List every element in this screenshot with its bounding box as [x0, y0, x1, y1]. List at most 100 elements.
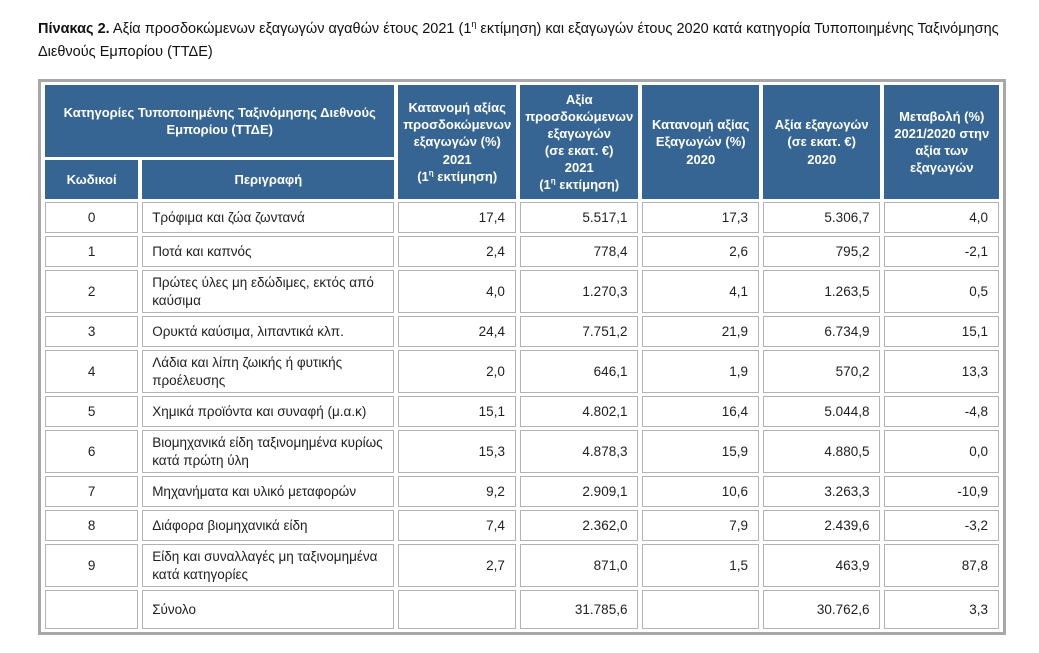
cell-code: 9 — [45, 544, 139, 588]
cell-share-2021 — [398, 590, 516, 630]
table-total-row: Σύνολο 31.785,6 30.762,6 3,3 — [45, 590, 999, 630]
header-categories-line-2: Εμπορίου (ΤΤΔΕ) — [166, 122, 273, 137]
header-value-2021-estimate-line: (1η εκτίμηση) — [524, 176, 635, 193]
cell-value-2021: 2.909,1 — [519, 476, 639, 508]
cell-code: 7 — [45, 476, 139, 508]
header-share-2021-line: Κατανομή αξίας — [408, 100, 506, 116]
header-codes: Κωδικοί — [45, 160, 139, 199]
header-share-2020: Κατανομή αξίας Εξαγωγών (%) 2020 — [642, 85, 759, 199]
cell-description: Μηχανήματα και υλικό μεταφορών — [142, 476, 395, 508]
table-row: 1 Ποτά και καπνός 2,4 778,4 2,6 795,2 -2… — [45, 236, 999, 267]
cell-description: Είδη και συναλλαγές μη ταξινομημένα κατά… — [142, 544, 395, 588]
cell-value-2020: 3.263,3 — [762, 476, 881, 508]
cell-description: Διάφορα βιομηχανικά είδη — [142, 510, 395, 542]
header-change-line: 2021/2020 στην — [894, 125, 990, 141]
header-change: Μεταβολή (%) 2021/2020 στην αξία των εξα… — [884, 85, 999, 199]
cell-value-2020: 6.734,9 — [762, 316, 881, 348]
cell-code: 8 — [45, 510, 139, 542]
cell-value-2021: 2.362,0 — [519, 510, 639, 542]
header-change-line: Μεταβολή (%) — [899, 108, 985, 124]
cell-value-2020: 5.044,8 — [762, 396, 881, 428]
cell-share-2020: 2,6 — [642, 236, 759, 267]
cell-value-2021: 31.785,6 — [519, 590, 639, 630]
header-change-line: αξία των — [915, 143, 969, 158]
cell-change: -2,1 — [884, 236, 999, 267]
cell-change: 4,0 — [884, 202, 999, 233]
cell-code: 1 — [45, 236, 139, 267]
cell-share-2021: 2,7 — [398, 544, 516, 588]
cell-share-2020: 1,5 — [642, 544, 759, 588]
header-value-2021: Αξία προσδοκώμενων εξαγωγών (σε εκατ. €)… — [519, 85, 639, 199]
cell-change: 3,3 — [884, 590, 999, 630]
cell-description: Πρώτες ύλες μη εδώδιμες, εκτός από καύσι… — [142, 270, 395, 314]
cell-value-2020: 570,2 — [762, 350, 881, 394]
header-share-2021: Κατανομή αξίας προσδοκώμενων εξαγωγών (%… — [398, 85, 516, 199]
header-categories-line-1: Κατηγορίες Τυποποιημένης Ταξινόμησης Διε… — [63, 104, 376, 120]
cell-share-2020 — [642, 590, 759, 630]
exports-by-sitc-table: Κατηγορίες Τυποποιημένης Ταξινόμησης Διε… — [38, 79, 1006, 636]
cell-value-2021: 1.270,3 — [519, 270, 639, 314]
header-share-2021-line: προσδοκώμενων — [403, 117, 512, 133]
table-row: 6 Βιομηχανικά είδη ταξινομημένα κυρίως κ… — [45, 430, 999, 474]
table-row: 7 Μηχανήματα και υλικό μεταφορών 9,2 2.9… — [45, 476, 999, 508]
header-value-2021-line: εξαγωγών — [547, 125, 611, 141]
cell-value-2020: 4.880,5 — [762, 430, 881, 474]
cell-change: 0,5 — [884, 270, 999, 314]
table-caption-text-1: Αξία προσδοκώμενων εξαγωγών αγαθών έτους… — [109, 21, 472, 37]
cell-code: 2 — [45, 270, 139, 314]
header-change-line: εξαγωγών — [910, 160, 974, 176]
table-caption-superscript: η — [471, 19, 477, 30]
header-value-2021-line: 2021 — [564, 160, 594, 176]
cell-value-2021: 778,4 — [519, 236, 639, 267]
cell-value-2020: 2.439,6 — [762, 510, 881, 542]
cell-value-2021: 646,1 — [519, 350, 639, 394]
cell-share-2021: 15,3 — [398, 430, 516, 474]
table-row: 9 Είδη και συναλλαγές μη ταξινομημένα κα… — [45, 544, 999, 588]
header-categories-group: Κατηγορίες Τυποποιημένης Ταξινόμησης Διε… — [45, 85, 395, 157]
header-share-2021-line: εξαγωγών (%) — [413, 134, 501, 150]
estimate-post: εκτίμηση) — [555, 177, 620, 193]
cell-code: 5 — [45, 396, 139, 428]
cell-share-2021: 4,0 — [398, 270, 516, 314]
table-row: 2 Πρώτες ύλες μη εδώδιμες, εκτός από καύ… — [45, 270, 999, 314]
header-share-2021-line: 2021 — [442, 151, 472, 167]
cell-description: Σύνολο — [142, 590, 395, 630]
cell-code: 0 — [45, 202, 139, 233]
cell-description: Ποτά και καπνός — [142, 236, 395, 267]
header-share-2020-line: Εξαγωγών (%) — [655, 134, 746, 150]
table-caption: Πίνακας 2. Αξία προσδοκώμενων εξαγωγών α… — [38, 18, 1016, 65]
cell-value-2020: 30.762,6 — [762, 590, 881, 630]
cell-change: 87,8 — [884, 544, 999, 588]
cell-share-2020: 1,9 — [642, 350, 759, 394]
cell-share-2021: 2,4 — [398, 236, 516, 267]
cell-change: 15,1 — [884, 316, 999, 348]
cell-share-2020: 4,1 — [642, 270, 759, 314]
cell-code — [45, 590, 139, 630]
cell-description: Λάδια και λίπη ζωικής ή φυτικής προέλευσ… — [142, 350, 395, 394]
cell-share-2020: 7,9 — [642, 510, 759, 542]
header-row-2: Κωδικοί Περιγραφή — [45, 160, 999, 199]
table-row: 0 Τρόφιμα και ζώα ζωντανά 17,4 5.517,1 1… — [45, 202, 999, 233]
cell-share-2021: 2,0 — [398, 350, 516, 394]
cell-share-2020: 10,6 — [642, 476, 759, 508]
table-caption-label: Πίνακας 2. — [38, 21, 110, 37]
cell-value-2020: 463,9 — [762, 544, 881, 588]
cell-change: 13,3 — [884, 350, 999, 394]
header-value-2021-line: (σε εκατ. €) — [544, 143, 614, 158]
estimate-sup: η — [428, 168, 434, 178]
cell-share-2021: 9,2 — [398, 476, 516, 508]
cell-value-2021: 7.751,2 — [519, 316, 639, 348]
estimate-pre: (1 — [417, 168, 429, 184]
cell-value-2021: 4.878,3 — [519, 430, 639, 474]
cell-code: 6 — [45, 430, 139, 474]
cell-value-2020: 795,2 — [762, 236, 881, 267]
cell-share-2021: 7,4 — [398, 510, 516, 542]
header-value-2020-line: (σε εκατ. €) — [787, 134, 856, 150]
cell-value-2021: 4.802,1 — [519, 396, 639, 428]
estimate-post: εκτίμηση) — [433, 168, 498, 184]
table-row: 4 Λάδια και λίπη ζωικής ή φυτικής προέλε… — [45, 350, 999, 394]
header-share-2020-line: Κατανομή αξίας — [652, 117, 750, 133]
cell-share-2020: 16,4 — [642, 396, 759, 428]
header-value-2021-line: προσδοκώμενων — [525, 108, 634, 124]
